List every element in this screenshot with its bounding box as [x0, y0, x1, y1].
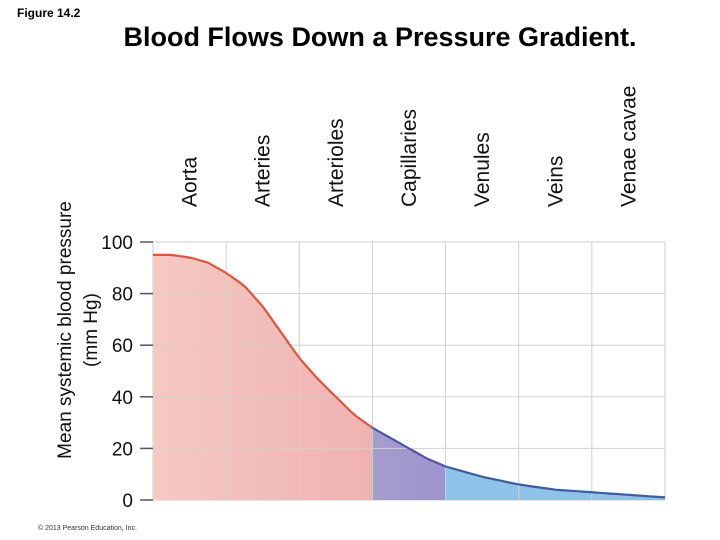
category-label: Arterioles [325, 118, 348, 207]
category-label: Venules [471, 132, 494, 207]
curve-venous-side [445, 465, 666, 499]
area-capillaries [372, 427, 446, 500]
y-tick-label: 100 [101, 233, 133, 254]
curve-capillaries [371, 426, 447, 468]
y-axis-label-line: (mm Hg) [81, 293, 102, 367]
area-arterial-side [153, 254, 373, 500]
vessel-category-labels: Aorta Arteries Arterioles Capillaries Venule… [179, 86, 641, 207]
y-tick-label: 40 [112, 388, 133, 409]
category-label: Capillaries [398, 109, 421, 207]
category-label: Venae cavae [617, 86, 640, 207]
pressure-areas [153, 254, 665, 500]
grid-lines [153, 242, 665, 500]
chart-title: Blood Flows Down a Pressure Gradient. [123, 22, 637, 52]
pressure-curve [153, 253, 666, 499]
y-axis-label: Mean systemic blood pressure (mm Hg) [55, 201, 102, 459]
y-tick-label: 80 [112, 285, 133, 306]
area-venous-side [445, 466, 665, 500]
y-axis-ticks: 0 20 40 60 80 100 [101, 233, 153, 512]
curve-arterial-side [153, 253, 374, 429]
y-axis-label-line: Mean systemic blood pressure [55, 201, 76, 459]
copyright-text: © 2013 Pearson Education, Inc. [38, 525, 137, 532]
category-label: Veins [544, 156, 567, 207]
figure-label: Figure 14.2 [17, 6, 81, 20]
y-tick-label: 0 [122, 491, 133, 512]
category-label: Aorta [179, 156, 202, 207]
category-label: Arteries [252, 135, 275, 207]
y-tick-label: 60 [112, 336, 133, 357]
y-tick-label: 20 [112, 439, 133, 460]
